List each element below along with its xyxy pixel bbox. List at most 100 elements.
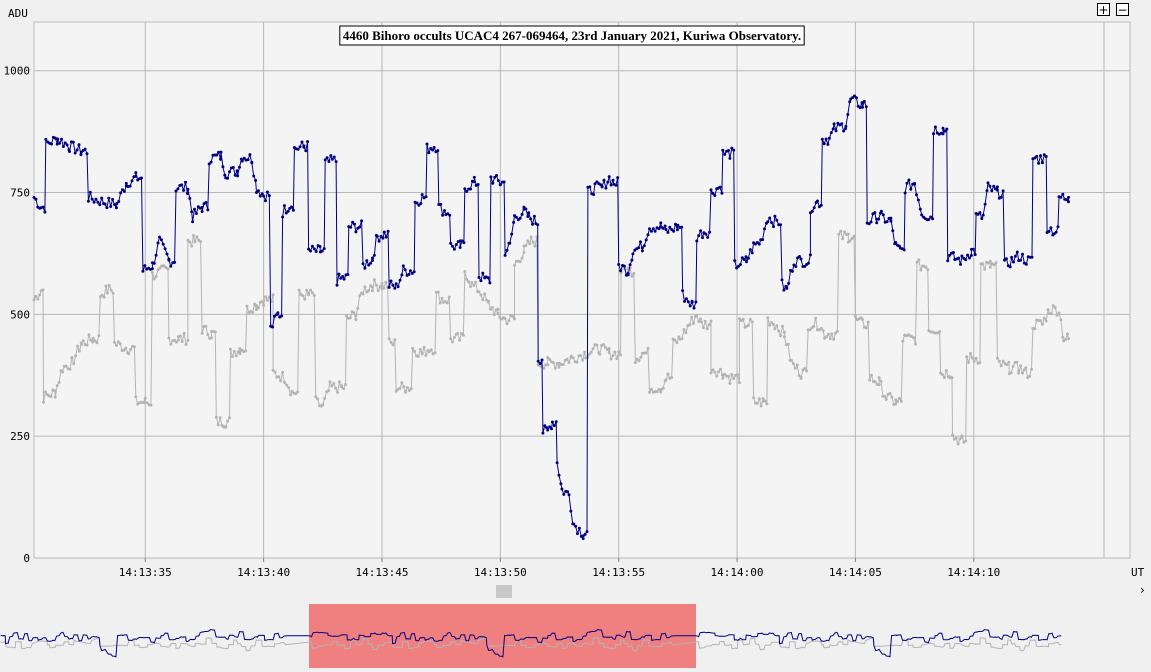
data-point — [565, 357, 569, 361]
data-point — [445, 301, 449, 305]
data-point — [420, 351, 424, 355]
data-point — [424, 353, 428, 357]
data-point — [966, 253, 970, 257]
data-point — [575, 360, 579, 364]
data-point — [848, 100, 852, 104]
data-point — [877, 383, 881, 387]
data-point — [109, 205, 113, 208]
data-point — [752, 396, 756, 400]
data-point — [441, 213, 445, 217]
data-point — [114, 206, 118, 210]
data-point — [199, 240, 203, 244]
scroll-right-icon[interactable]: › — [1140, 583, 1145, 597]
data-point — [394, 282, 398, 286]
data-point — [200, 210, 204, 213]
data-point — [53, 136, 57, 140]
data-point — [639, 355, 643, 359]
data-point — [454, 243, 458, 247]
data-point — [406, 386, 409, 390]
data-point — [228, 170, 231, 174]
data-point — [529, 217, 533, 221]
data-point — [310, 291, 314, 295]
data-point — [204, 324, 208, 328]
data-point — [158, 266, 162, 270]
data-point — [600, 185, 604, 189]
data-point — [361, 292, 365, 296]
data-point — [495, 174, 498, 177]
data-point — [637, 246, 641, 250]
zoom-out-button[interactable]: − — [1116, 3, 1129, 17]
data-point — [741, 317, 745, 321]
data-point — [688, 323, 692, 327]
data-point — [761, 397, 765, 401]
overview-strip[interactable] — [0, 600, 1151, 672]
data-point — [372, 253, 376, 257]
data-point — [185, 191, 189, 195]
data-point — [617, 263, 621, 266]
data-point — [86, 199, 90, 203]
data-point — [873, 211, 877, 215]
data-point — [34, 294, 38, 298]
data-point — [336, 390, 339, 394]
data-point — [782, 335, 786, 339]
data-point — [780, 278, 784, 282]
data-point — [34, 197, 38, 201]
series-line — [33, 95, 1069, 540]
data-point — [941, 373, 944, 377]
data-point — [730, 146, 734, 150]
data-point — [113, 203, 116, 207]
data-point — [929, 215, 933, 219]
data-point — [85, 152, 89, 156]
data-point — [492, 313, 496, 317]
data-point — [1005, 363, 1009, 367]
data-point — [41, 288, 45, 292]
data-point — [960, 254, 964, 258]
data-point — [546, 363, 550, 367]
data-point — [529, 235, 533, 239]
data-point — [562, 492, 566, 496]
data-point — [128, 184, 132, 188]
data-point — [1055, 313, 1059, 317]
data-point — [889, 216, 893, 220]
data-point — [134, 171, 138, 175]
data-point — [616, 176, 620, 180]
data-point — [57, 380, 61, 384]
data-point — [420, 193, 424, 197]
data-point — [1001, 359, 1005, 363]
data-point — [107, 284, 111, 287]
data-point — [479, 293, 483, 297]
zoom-in-button[interactable]: + — [1097, 3, 1110, 17]
data-point — [1017, 371, 1021, 375]
data-point — [156, 241, 160, 245]
data-point — [184, 180, 187, 184]
data-point — [490, 306, 494, 309]
data-point — [642, 244, 646, 248]
data-point — [609, 183, 613, 187]
data-point — [917, 258, 921, 262]
data-point — [701, 236, 704, 240]
data-point — [803, 264, 807, 268]
data-point — [389, 340, 393, 344]
data-point — [808, 328, 812, 332]
data-point — [476, 183, 480, 186]
data-point — [837, 232, 841, 236]
data-point — [49, 395, 53, 399]
data-point — [969, 351, 972, 355]
data-point — [668, 225, 672, 229]
data-point — [822, 142, 826, 146]
data-point — [73, 151, 77, 155]
data-point — [697, 234, 701, 238]
scrollbar-handle[interactable] — [496, 585, 512, 598]
data-point — [926, 268, 930, 272]
data-point — [579, 354, 583, 357]
data-point — [664, 378, 668, 382]
data-point — [664, 228, 668, 231]
data-point — [236, 174, 240, 178]
chart-title-box — [339, 25, 805, 46]
data-point — [312, 293, 316, 297]
data-point — [588, 185, 592, 189]
data-point — [132, 345, 136, 349]
data-point — [981, 213, 985, 217]
data-point — [649, 229, 653, 233]
data-point — [505, 248, 509, 252]
